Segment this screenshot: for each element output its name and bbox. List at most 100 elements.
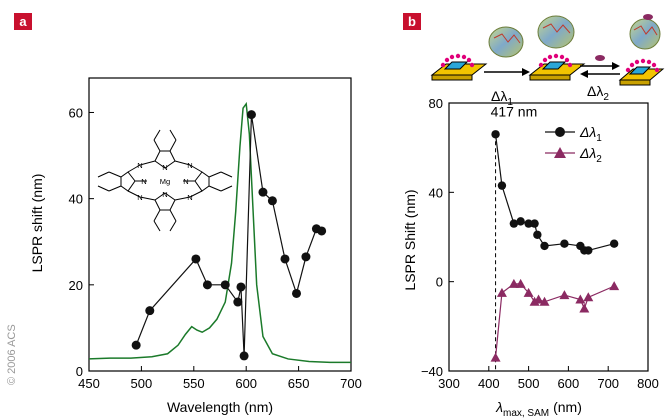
data-point [292, 288, 302, 298]
legend-label-1: Δλ1 [579, 124, 602, 144]
panel-a-tag: a [19, 14, 27, 29]
panel-b-tag-bg [403, 13, 421, 30]
panel-b-x-subscript: max, SAM [503, 408, 549, 419]
legend-item-series-2: Δλ2 [545, 145, 602, 165]
step-2-symbol: Δλ [587, 83, 603, 99]
arrow-forward-head [612, 62, 620, 70]
y-tick-label: 60 [69, 105, 83, 120]
x-tick-label: 550 [183, 376, 205, 391]
data-point [236, 282, 246, 292]
series-2-point [575, 294, 586, 304]
legend-symbol-1: Δλ [579, 124, 596, 140]
series-1-line [494, 134, 615, 251]
y-tick-label: 40 [429, 185, 443, 200]
y-tick-label: 20 [69, 278, 83, 293]
data-point [145, 306, 155, 316]
analyte-icon [595, 55, 605, 61]
sam-shell [440, 53, 475, 68]
series-2-line [494, 283, 615, 358]
arrow-head-1 [522, 68, 530, 76]
panel-a-y-axis: 0 20 40 60 [69, 105, 94, 379]
panel-a-plot-frame [88, 77, 352, 372]
x-tick-label: 450 [78, 376, 100, 391]
atom-label: N [137, 193, 142, 202]
series-2-point [533, 294, 544, 304]
protein-1 [488, 26, 524, 58]
series-1-point [491, 130, 500, 139]
panel-a-plot-area [88, 101, 351, 364]
x-tick-label: 700 [340, 376, 362, 391]
substrate-step-2 [528, 53, 586, 81]
data-point [246, 110, 256, 120]
sam-shell-3 [625, 58, 660, 73]
panel-b-x-label: λmax, SAM (nm) [495, 399, 582, 419]
panel-b-plot-frame [448, 102, 649, 372]
data-point [131, 340, 141, 350]
legend: Δλ1 Δλ2 [545, 124, 602, 165]
series-1-point [560, 239, 569, 248]
atom-label: N [187, 193, 192, 202]
series-2-point [490, 352, 501, 362]
series-2-point [583, 292, 594, 302]
assay-schematic: Δλ1 Δλ2 [430, 14, 665, 108]
series-2-point [496, 287, 507, 297]
panel-a-y-label: LSPR shift (nm) [29, 174, 45, 273]
protein-2 [537, 15, 575, 49]
x-tick-label: 500 [131, 376, 153, 391]
data-point [267, 196, 277, 206]
step-2-label: Δλ2 [587, 83, 609, 103]
data-point [258, 187, 268, 197]
legend-subscript-1: 1 [596, 133, 602, 144]
series-1-point [497, 181, 507, 190]
lspr-shift-line [135, 114, 322, 356]
atom-label: N [162, 163, 167, 172]
panel-a-x-label: Wavelength (nm) [167, 399, 273, 415]
legend-item-series-1: Δλ1 [545, 124, 602, 144]
series-1-point [530, 219, 539, 228]
legend-label-2: Δλ2 [579, 145, 602, 165]
molecule-atom-labels: N N N N Mg N N N N [137, 161, 192, 202]
series-2-point [559, 290, 570, 300]
molecule-bonds [97, 129, 233, 232]
x-tick-label: 800 [637, 376, 659, 391]
series-1-point [584, 246, 593, 255]
x-tick-label: 300 [438, 376, 460, 391]
data-point [220, 280, 230, 290]
panel-b-plot-area: 417 nm [490, 103, 620, 371]
data-point [191, 254, 201, 264]
series-2-point [515, 278, 526, 288]
data-point [239, 351, 249, 361]
series-1-point [516, 217, 525, 226]
step-2-subscript: 2 [603, 92, 609, 103]
x-tick-label: 600 [235, 376, 257, 391]
data-point [301, 252, 311, 262]
molecule-structure: N N N N Mg N N N N [97, 129, 233, 232]
protein-3 [629, 18, 661, 50]
data-point [280, 254, 290, 264]
series-2-point [539, 296, 550, 306]
panel-b-tag: b [408, 14, 416, 29]
x-tick-label: 400 [478, 376, 500, 391]
substrate-step-3 [618, 58, 665, 86]
data-point [233, 297, 243, 307]
step-1-symbol: Δλ [491, 88, 507, 104]
series-1-point [533, 230, 542, 239]
y-tick-label: 80 [429, 96, 443, 111]
panel-b-x-symbol: λ [495, 399, 503, 415]
data-point [317, 226, 327, 236]
panel-b-x-axis: 300 400 500 600 700 800 [438, 366, 659, 391]
series-2-point [523, 287, 534, 297]
panel-a-tag-bg [14, 13, 32, 30]
atom-label: N [137, 161, 142, 170]
absorption-spectrum-line [88, 101, 351, 364]
panel-b-x-unit: (nm) [553, 399, 582, 415]
atom-label: N [187, 161, 192, 170]
panel-a-x-axis: 450 500 550 600 650 700 [78, 366, 362, 391]
x-tick-label: 650 [288, 376, 310, 391]
substrate-step-1 [430, 53, 488, 81]
atom-label: Mg [160, 177, 170, 186]
legend-subscript-2: 2 [596, 154, 602, 165]
sam-shell-2 [538, 53, 573, 68]
data-point [202, 280, 212, 290]
